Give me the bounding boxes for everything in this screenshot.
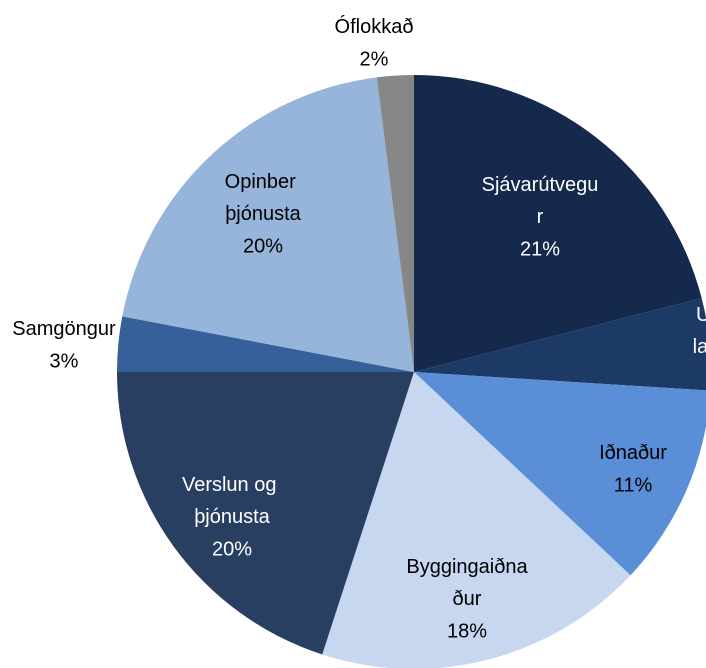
slice-label: Byggingaiðna ður: [406, 556, 528, 610]
pie-slice: [322, 372, 631, 668]
slice-label: Óflokkað: [335, 15, 414, 38]
slice-label-line: Sjávarútvegu: [482, 174, 599, 196]
slice-value-label: 21%: [520, 238, 560, 260]
slice-label-line: þjónusta: [194, 506, 270, 528]
slice-label: Iðnaður: [599, 442, 667, 464]
pie-slice: [122, 77, 415, 373]
pie-slice: [117, 372, 414, 655]
slice-label: U lan: [693, 304, 706, 358]
slice-value-label: 18%: [447, 620, 487, 642]
slice-label-line: Verslun og: [182, 474, 282, 496]
slice-label-line: Byggingaiðna: [406, 556, 528, 578]
slice-label-line: þjónusta: [225, 203, 301, 225]
pie-slice: [117, 316, 414, 372]
pie-slice: [376, 75, 414, 372]
slice-label-line: Opinber: [225, 171, 302, 193]
slice-label-line: Samgöngur: [12, 318, 116, 340]
slice-label: Verslun og þjónusta: [182, 474, 282, 528]
slice-label: Opinber þjónusta: [225, 171, 302, 225]
slice-label: Samgöngur: [12, 318, 116, 340]
pie-slice: [414, 372, 706, 576]
slice-label-line: Óflokkað: [335, 15, 414, 38]
slice-label-line: r: [537, 206, 544, 228]
slice-label-line: Iðnaður: [599, 442, 667, 464]
slice-value-label: 2%: [360, 48, 389, 70]
slice-label-line: U: [696, 304, 706, 326]
slice-value-label: 11%: [614, 474, 653, 496]
slice-value-label: 3%: [50, 350, 79, 372]
pie-slice: [414, 75, 702, 372]
slice-value-label: 20%: [243, 235, 283, 257]
slice-value-label: 20%: [212, 538, 252, 560]
slice-label-line: ður: [453, 588, 482, 610]
pie-slice: [414, 298, 706, 391]
slice-label-line: lan: [693, 336, 706, 358]
slice-label: Sjávarútvegu r: [482, 174, 599, 228]
